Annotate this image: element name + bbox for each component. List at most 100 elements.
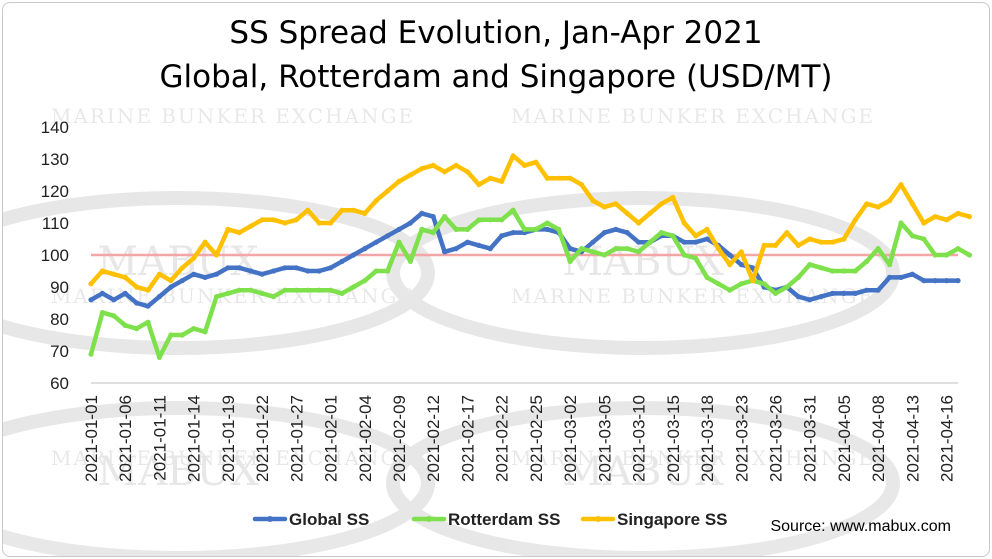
data-point xyxy=(111,297,117,303)
data-point xyxy=(419,166,425,172)
legend-marker-1 xyxy=(426,516,432,522)
data-point xyxy=(476,217,482,223)
data-point xyxy=(293,265,299,271)
legend-label-2: Singapore SS xyxy=(617,510,728,529)
data-point xyxy=(122,290,128,296)
x-tick-label: 2021-03-23 xyxy=(732,395,751,482)
data-point xyxy=(636,220,642,226)
data-point xyxy=(738,262,744,268)
data-point xyxy=(864,258,870,264)
data-point xyxy=(305,268,311,274)
x-tick-label: 2021-02-09 xyxy=(390,395,409,482)
data-point xyxy=(829,268,836,274)
data-point xyxy=(179,278,185,284)
x-tick-label: 2021-01-14 xyxy=(185,395,204,482)
data-point xyxy=(236,265,242,271)
data-point xyxy=(510,230,516,236)
legend: Global SS Rotterdam SS Singapore SS xyxy=(252,510,728,529)
y-tick-label: 130 xyxy=(41,150,69,169)
data-point xyxy=(213,252,220,258)
data-point xyxy=(122,322,128,328)
data-point xyxy=(202,239,208,245)
data-point xyxy=(875,287,881,293)
data-point xyxy=(88,297,94,303)
data-point xyxy=(225,265,231,271)
data-point xyxy=(647,210,653,216)
data-point xyxy=(704,236,710,242)
data-point xyxy=(350,252,356,258)
data-point xyxy=(955,278,961,284)
data-point xyxy=(852,290,858,296)
x-tick-label: 2021-03-15 xyxy=(664,395,683,482)
data-point xyxy=(567,175,573,181)
series-2 xyxy=(88,153,973,293)
data-point xyxy=(966,214,973,220)
data-point xyxy=(944,278,950,284)
data-point xyxy=(556,226,562,232)
data-point xyxy=(316,287,322,293)
data-point xyxy=(134,284,140,290)
data-point xyxy=(727,287,733,293)
data-point xyxy=(453,162,459,168)
data-point xyxy=(852,268,858,274)
data-point xyxy=(350,207,356,213)
watermark-tagline-3: MARINE BUNKER EXCHANGE xyxy=(511,284,875,308)
data-point xyxy=(818,265,824,271)
x-tick-label: 2021-03-02 xyxy=(561,395,580,482)
data-point xyxy=(442,169,448,175)
data-point xyxy=(887,274,893,280)
data-point xyxy=(419,226,425,232)
data-point xyxy=(145,287,151,293)
data-point xyxy=(328,287,334,293)
data-point xyxy=(624,210,630,216)
data-point xyxy=(510,207,516,213)
x-tick-label: 2021-02-17 xyxy=(458,395,477,482)
data-point xyxy=(909,271,916,277)
watermark-ring-1 xyxy=(386,191,900,355)
y-tick-label: 80 xyxy=(50,310,69,329)
x-tick-label: 2021-03-10 xyxy=(630,395,649,482)
data-point xyxy=(419,210,425,216)
data-point xyxy=(442,249,448,255)
data-point xyxy=(750,265,756,271)
x-tick-label: 2021-03-05 xyxy=(595,395,614,482)
watermark-ring-2 xyxy=(3,401,435,556)
data-point xyxy=(887,198,893,204)
data-point xyxy=(328,265,334,271)
watermark-tagline-4: MARINE BUNKER EXCHANGE xyxy=(51,446,415,470)
data-point xyxy=(487,246,493,252)
x-tick-label: 2021-03-26 xyxy=(766,395,785,482)
legend-label-1: Rotterdam SS xyxy=(448,510,560,529)
x-tick-label: 2021-02-04 xyxy=(356,395,375,482)
data-point xyxy=(761,242,767,248)
series-0 xyxy=(88,210,961,309)
data-point xyxy=(282,220,288,226)
data-point xyxy=(464,239,471,245)
data-point xyxy=(248,268,254,274)
y-tick-label: 90 xyxy=(50,278,69,297)
data-point xyxy=(168,284,174,290)
data-point xyxy=(533,159,539,165)
data-point xyxy=(373,239,379,245)
series-1 xyxy=(88,207,973,360)
legend-label-0: Global SS xyxy=(289,510,369,529)
x-tick-label: 2021-03-18 xyxy=(698,395,717,482)
data-point xyxy=(282,265,288,271)
chart-title-line-2: Global, Rotterdam and Singapore (USD/MT) xyxy=(160,59,833,95)
data-point xyxy=(134,326,140,332)
data-point xyxy=(909,233,916,239)
data-point xyxy=(521,226,528,232)
watermark-logo-3: MABUX xyxy=(562,449,724,495)
data-point xyxy=(179,332,185,338)
data-point xyxy=(807,262,813,268)
data-point xyxy=(168,332,174,338)
x-tick-label: 2021-02-25 xyxy=(527,395,546,482)
data-point xyxy=(647,239,653,245)
data-point xyxy=(590,249,596,255)
source-note: Source: www.mabux.com xyxy=(770,518,951,535)
data-point xyxy=(909,201,916,207)
data-point xyxy=(213,294,220,300)
data-point xyxy=(156,294,162,300)
data-point xyxy=(179,265,185,271)
